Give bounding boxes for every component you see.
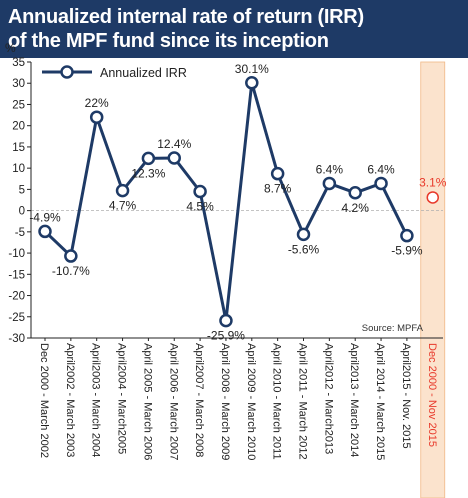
data-point bbox=[89, 110, 104, 124]
x-tick-label: April 2009 - March 2010 bbox=[245, 343, 257, 460]
x-tick-label: April 2011 - March 2012 bbox=[297, 343, 309, 460]
x-tick-label: April2004 - March2005 bbox=[116, 343, 128, 454]
data-point bbox=[141, 151, 156, 166]
y-tick-label: 30 bbox=[12, 78, 25, 90]
y-tick-label: -5 bbox=[15, 227, 25, 239]
y-tick-label: 10 bbox=[12, 163, 25, 175]
x-tick-label: April2013 - March 2014 bbox=[348, 343, 360, 457]
data-label: 4.7% bbox=[109, 199, 137, 213]
chart-title-line-2: of the MPF fund since its inception bbox=[8, 30, 329, 52]
data-label: 12.3% bbox=[131, 166, 165, 180]
x-tick-label: April 2010 - March 2011 bbox=[271, 343, 283, 460]
data-point bbox=[167, 151, 181, 165]
data-point bbox=[322, 176, 337, 191]
y-tick-label: 25 bbox=[12, 99, 25, 111]
y-tick-label: -30 bbox=[8, 333, 25, 345]
data-point bbox=[245, 76, 259, 90]
data-point bbox=[64, 249, 78, 263]
title-bar: Annualized internal rate of return (IRR)… bbox=[0, 0, 468, 58]
highlight-band bbox=[420, 61, 446, 498]
x-tick-label: April 2008 - March 2009 bbox=[219, 343, 231, 460]
x-tick-label: April2003 - March 2004 bbox=[90, 343, 102, 457]
x-tick-label: Dec 2000 - March 2002 bbox=[38, 343, 50, 458]
legend-marker bbox=[60, 65, 74, 79]
data-label: 22% bbox=[85, 96, 109, 110]
data-point bbox=[115, 183, 130, 198]
x-tick-label: April 2006 - March 2007 bbox=[167, 343, 179, 460]
data-label: 30.1% bbox=[235, 62, 269, 76]
y-tick-label: 35 bbox=[12, 57, 25, 69]
x-tick-label: April2015 - Nov. 2015 bbox=[400, 343, 412, 449]
data-point bbox=[374, 176, 388, 191]
data-point bbox=[219, 313, 233, 328]
data-label: 8.7% bbox=[264, 182, 292, 196]
highlight-x-label: Dec 2000 - Nov 2015 bbox=[426, 343, 438, 447]
data-label: -25.9% bbox=[207, 329, 245, 343]
data-label: 6.4% bbox=[316, 162, 344, 176]
x-tick-label: April2007 - March 2008 bbox=[193, 343, 205, 457]
y-tick-label: 20 bbox=[12, 121, 25, 133]
data-point bbox=[400, 228, 414, 243]
y-tick-label: -15 bbox=[8, 269, 25, 281]
data-label: -5.9% bbox=[391, 244, 423, 258]
y-tick-label: -20 bbox=[8, 291, 25, 303]
x-tick-label: April 2005 - March 2006 bbox=[141, 343, 153, 460]
y-tick-label: -10 bbox=[8, 248, 25, 260]
y-tick-label: -25 bbox=[8, 312, 25, 324]
data-point bbox=[193, 184, 207, 199]
y-unit-label: % bbox=[5, 41, 16, 55]
data-label: -5.6% bbox=[288, 242, 320, 256]
x-tick-label: April 2014 - March 2015 bbox=[374, 343, 386, 460]
data-point bbox=[296, 227, 311, 242]
data-point bbox=[38, 224, 52, 239]
source-note: Source: MPFA bbox=[362, 323, 424, 334]
legend-label: Annualized IRR bbox=[100, 66, 187, 80]
data-label: 6.4% bbox=[367, 162, 395, 176]
y-tick-label: 0 bbox=[19, 206, 25, 218]
data-label: -4.9% bbox=[29, 210, 61, 224]
x-tick-label: April2012 - March2013 bbox=[322, 343, 334, 454]
data-label: 12.4% bbox=[157, 137, 191, 151]
data-label: 4.5% bbox=[186, 200, 214, 214]
data-label: -10.7% bbox=[52, 264, 90, 278]
highlight-label: 3.1% bbox=[419, 175, 447, 189]
data-point bbox=[270, 166, 285, 181]
data-label: 4.2% bbox=[342, 201, 370, 215]
data-point bbox=[348, 186, 362, 200]
chart-title-line-1: Annualized internal rate of return (IRR) bbox=[8, 6, 364, 28]
highlight-point bbox=[426, 191, 439, 204]
x-tick-label: April2002 - March 2003 bbox=[64, 343, 76, 457]
y-tick-label: 5 bbox=[19, 184, 25, 196]
y-tick-label: 15 bbox=[12, 142, 25, 154]
